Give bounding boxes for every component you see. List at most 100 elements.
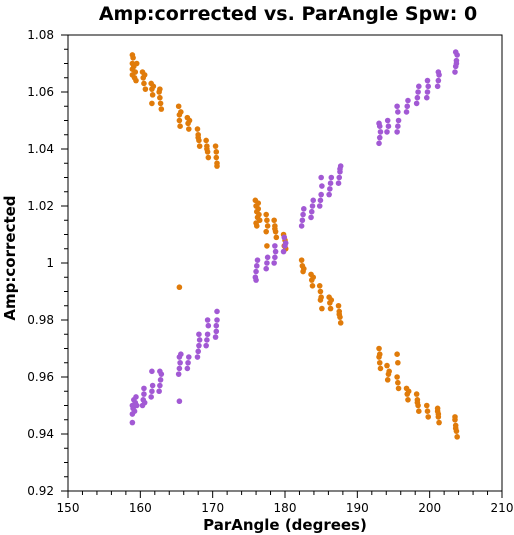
data-point — [157, 382, 163, 389]
data-point — [301, 206, 307, 212]
data-point — [213, 154, 220, 161]
data-point — [177, 123, 183, 129]
data-point — [405, 397, 411, 403]
data-point — [376, 134, 383, 141]
data-point — [384, 117, 391, 124]
data-points — [129, 49, 460, 440]
data-point — [403, 109, 410, 115]
data-point — [310, 274, 317, 281]
data-point — [204, 146, 210, 152]
data-point — [377, 365, 384, 372]
data-point — [176, 398, 183, 405]
data-point — [141, 385, 147, 392]
data-point — [395, 109, 401, 115]
data-point — [452, 69, 458, 75]
data-point — [434, 83, 441, 90]
data-point — [335, 180, 342, 186]
data-point — [316, 283, 323, 289]
data-point — [141, 391, 147, 397]
y-tick-label: 1.04 — [27, 142, 54, 156]
data-point — [195, 348, 201, 355]
data-point — [413, 391, 420, 397]
data-point — [148, 394, 154, 400]
data-point — [212, 334, 219, 340]
data-point — [376, 351, 383, 358]
data-point — [132, 69, 139, 75]
y-tick-label: 1 — [46, 256, 54, 270]
data-point — [384, 377, 391, 383]
data-point — [149, 100, 155, 107]
data-point — [195, 134, 201, 141]
data-point — [414, 94, 421, 101]
data-point — [185, 354, 192, 360]
data-point — [328, 174, 335, 181]
data-point — [130, 55, 136, 61]
data-point — [272, 243, 278, 249]
data-point — [416, 408, 422, 415]
data-point — [336, 311, 343, 318]
data-point — [452, 49, 459, 55]
data-point — [405, 388, 412, 395]
data-point — [176, 365, 183, 372]
data-point — [158, 106, 165, 112]
data-point — [335, 302, 342, 309]
x-tick-label: 170 — [201, 501, 224, 515]
data-point — [194, 126, 201, 132]
data-point — [384, 129, 390, 135]
data-point — [186, 117, 193, 124]
data-point — [150, 83, 157, 90]
data-point — [214, 308, 220, 315]
data-point — [157, 368, 163, 375]
x-tick-label: 160 — [129, 501, 152, 515]
data-point — [326, 191, 332, 198]
data-point — [318, 174, 324, 181]
data-point — [425, 83, 432, 90]
data-point — [263, 265, 269, 272]
data-point — [203, 342, 209, 349]
data-point — [298, 257, 305, 263]
data-point — [319, 305, 325, 312]
data-point — [271, 217, 277, 224]
data-point — [133, 402, 140, 409]
data-point — [327, 305, 334, 312]
data-point — [273, 234, 280, 241]
y-tick-label: 1.08 — [27, 28, 54, 42]
data-point — [141, 80, 147, 87]
y-axis: 0.92 0.94 0.96 0.98 1 1.02 1.04 1.06 1.08 — [27, 28, 68, 498]
data-point — [177, 359, 183, 366]
data-point — [395, 385, 402, 392]
data-point — [133, 77, 139, 84]
data-point — [434, 405, 441, 412]
data-point — [310, 197, 317, 204]
data-point — [133, 394, 139, 400]
y-tick-label: 1.06 — [27, 85, 54, 99]
data-point — [395, 359, 401, 366]
data-point — [204, 337, 210, 343]
data-point — [149, 388, 155, 395]
data-point — [264, 254, 271, 261]
y-tick-label: 0.96 — [27, 370, 54, 384]
data-point — [386, 368, 392, 375]
data-point — [176, 284, 183, 291]
data-point — [404, 103, 411, 110]
data-point — [317, 288, 324, 295]
data-point — [395, 379, 401, 386]
y-tick-label: 0.98 — [27, 313, 54, 327]
data-point — [253, 223, 260, 229]
data-point — [178, 109, 184, 115]
data-point — [452, 425, 459, 432]
data-point — [213, 322, 220, 329]
data-point — [301, 265, 307, 272]
data-point — [131, 408, 138, 415]
data-point — [300, 211, 306, 218]
data-point — [435, 411, 442, 417]
data-point — [253, 263, 260, 269]
data-point — [281, 234, 288, 241]
x-tick-label: 190 — [346, 501, 369, 515]
data-point — [308, 214, 314, 221]
data-point — [213, 328, 220, 335]
data-point — [337, 320, 344, 326]
data-point — [327, 180, 334, 186]
data-point — [194, 354, 201, 360]
